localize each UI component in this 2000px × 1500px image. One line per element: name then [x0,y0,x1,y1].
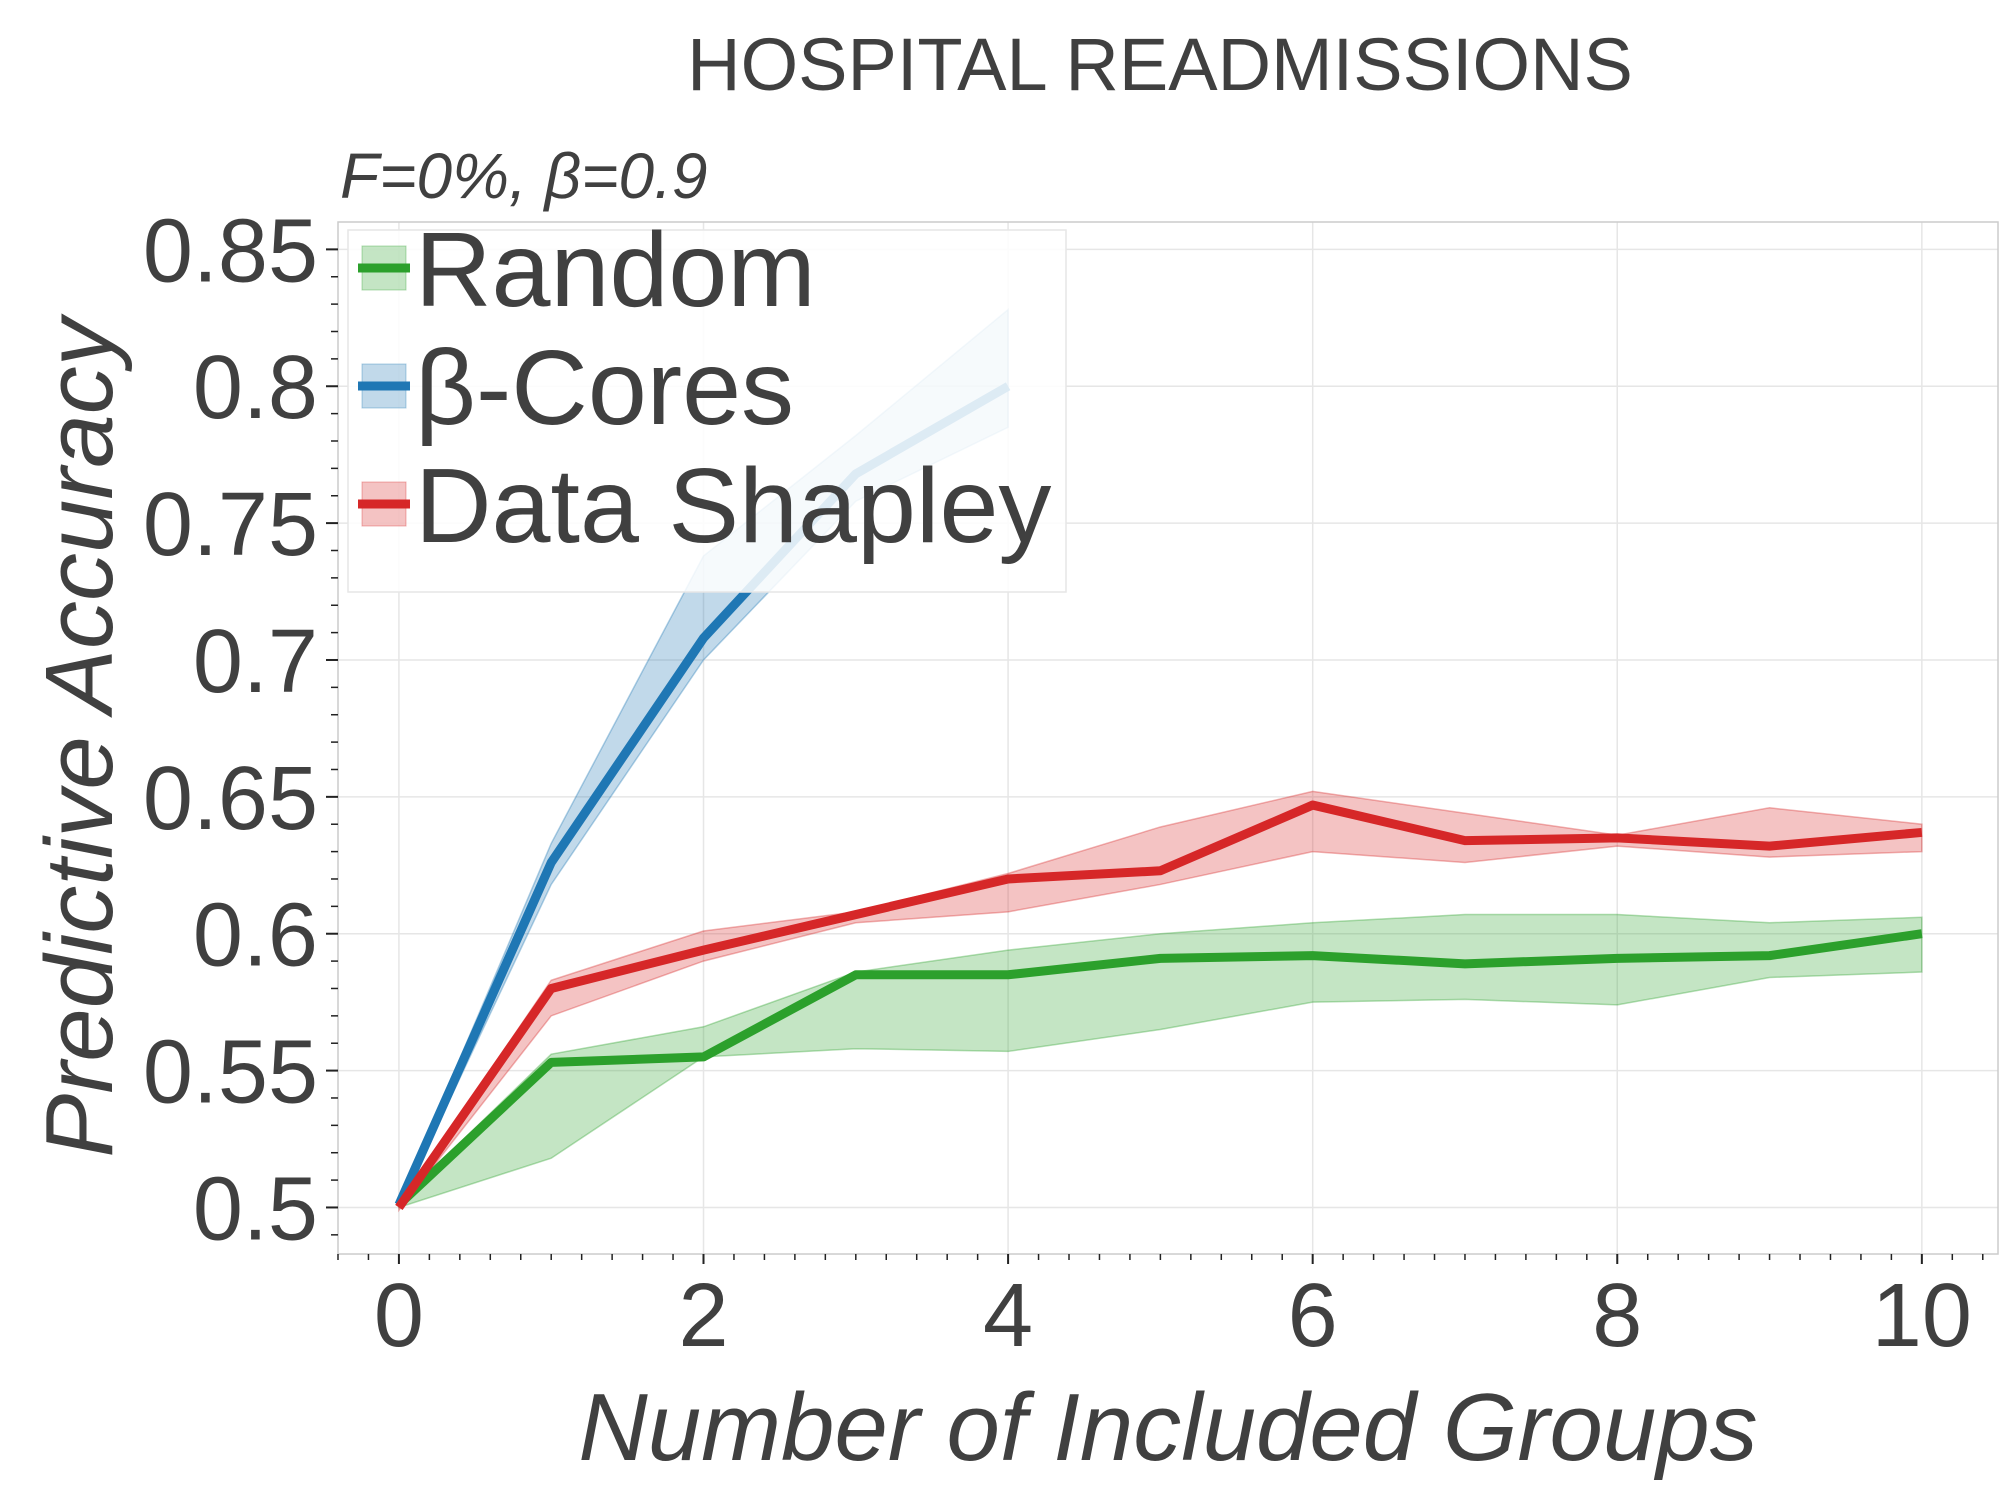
y-tick-label: 0.55 [143,1023,318,1123]
legend-label: Data Shapley [415,447,1051,565]
x-axis-label: Number of Included Groups [578,1374,1757,1481]
series-line-random [395,929,1923,1209]
chart-subtitle: F=0%, β=0.9 [340,140,707,212]
x-tick-labels: 0 2 4 6 8 10 [374,1266,1972,1366]
series-line-data-shapley [395,800,1923,1211]
x-tick-label: 0 [374,1266,424,1366]
chart-title: HOSPITAL READMISSIONS [687,23,1633,106]
x-tick-label: 6 [1288,1266,1338,1366]
legend-label: β-Cores [415,329,794,447]
plot-frame [337,221,1999,1255]
y-tick-label: 0.85 [143,201,318,301]
band-random [398,913,1923,1209]
y-tick-labels: 0.5 0.55 0.6 0.65 0.7 0.75 0.8 0.85 [143,201,318,1259]
y-tick-label: 0.6 [193,886,318,986]
y-tick-label: 0.75 [143,475,318,575]
legend-label: Random [415,211,816,329]
y-tick-label: 0.65 [143,749,318,849]
y-tick-label: 0.5 [193,1159,318,1259]
legend-frame [347,229,1067,593]
x-tick-label: 2 [678,1266,728,1366]
x-tick-label: 8 [1592,1266,1642,1366]
x-tick-label: 10 [1872,1266,1972,1366]
axis-ticks [326,248,1984,1264]
x-tick-label: 4 [983,1266,1033,1366]
y-axis-label: Predictive Accuracy [26,313,133,1157]
y-tick-label: 0.7 [193,612,318,712]
y-tick-label: 0.8 [193,338,318,438]
